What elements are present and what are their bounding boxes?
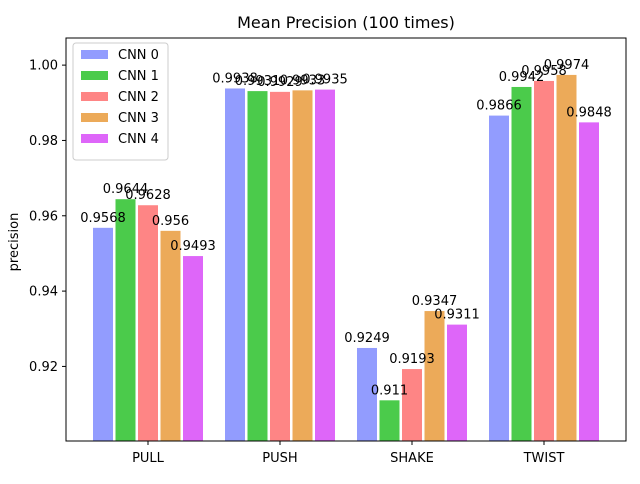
x-axis: PULL PUSH SHAKE TWIST [132,441,564,466]
bars-layer [93,74,599,442]
value-label: 0.9938 [212,71,258,86]
value-label: 0.9974 [544,58,590,73]
value-label: 0.9347 [412,294,458,309]
legend-swatch [81,92,108,101]
value-label: 0.9493 [170,239,216,254]
value-label: 0.911 [371,383,408,398]
value-label: 0.9933 [280,73,326,88]
bar-cnn-4-push [315,89,335,441]
y-tick-label: 1.00 [29,59,58,74]
value-label: 0.9628 [125,188,171,203]
bar-cnn-3-pull [160,230,181,441]
bar-cnn-1-twist [511,86,532,442]
bar-cnn-0-twist [489,115,509,441]
y-tick-label: 0.92 [29,360,58,375]
legend-label: CNN 1 [118,69,159,84]
value-label: 0.9848 [566,105,612,120]
bar-cnn-1-shake [379,400,400,441]
x-tick-label: TWIST [523,451,565,466]
legend-swatch [81,134,108,143]
value-label: 0.9931 [235,74,281,89]
legend: CNN 0 CNN 1 CNN 2 CNN 3 CNN 4 [72,42,169,161]
y-tick-label: 0.96 [29,209,58,224]
value-label: 0.9644 [103,182,149,197]
bar-cnn-3-shake [424,311,445,441]
bar-cnn-4-twist [579,122,599,442]
x-tick-label: PULL [132,451,165,466]
legend-swatch [81,50,108,59]
legend-label: CNN 2 [118,90,159,105]
x-tick-label: PUSH [262,451,297,466]
value-label: 0.9935 [302,73,348,88]
value-label: 0.9866 [476,99,522,114]
bar-cnn-1-push [247,91,268,442]
value-label: 0.9568 [80,211,126,226]
bar-cnn-2-pull [138,205,158,441]
value-label: 0.9311 [434,308,480,323]
bar-cnn-3-twist [556,74,577,441]
value-labels-layer: 0.9568 0.9938 0.9249 0.9866 0.9644 0.9931 0.91… [80,58,612,398]
bar-cnn-0-shake [357,347,377,441]
value-label: 0.9929 [257,75,303,90]
legend-swatch [81,113,108,122]
bar-cnn-0-pull [93,227,113,441]
legend-label: CNN 4 [118,132,159,147]
legend-swatch [81,71,108,80]
legend-label: CNN 3 [118,111,159,126]
value-label: 0.9942 [499,70,545,85]
value-label: 0.956 [152,214,189,229]
y-tick-label: 0.94 [29,285,58,300]
bar-cnn-4-pull [183,256,203,441]
bar-cnn-2-twist [534,80,554,441]
bar-cnn-0-push [225,88,245,441]
y-tick-label: 0.98 [29,134,58,149]
bar-cnn-2-shake [402,369,422,441]
legend-label: CNN 0 [118,48,159,63]
value-label: 0.9193 [389,352,435,367]
value-label: 0.9249 [344,331,390,346]
bar-cnn-1-pull [115,199,136,441]
bar-cnn-4-shake [447,324,467,441]
x-tick-label: SHAKE [390,451,434,466]
y-axis-label: precision [7,213,22,272]
y-axis: 0.92 0.94 0.96 0.98 1.00 [29,59,66,375]
bar-cnn-2-push [270,91,290,442]
plot-frame [65,37,627,442]
chart-title: Mean Precision (100 times) [237,13,455,32]
value-label: 0.9958 [521,64,567,79]
bar-cnn-3-push [292,90,313,441]
